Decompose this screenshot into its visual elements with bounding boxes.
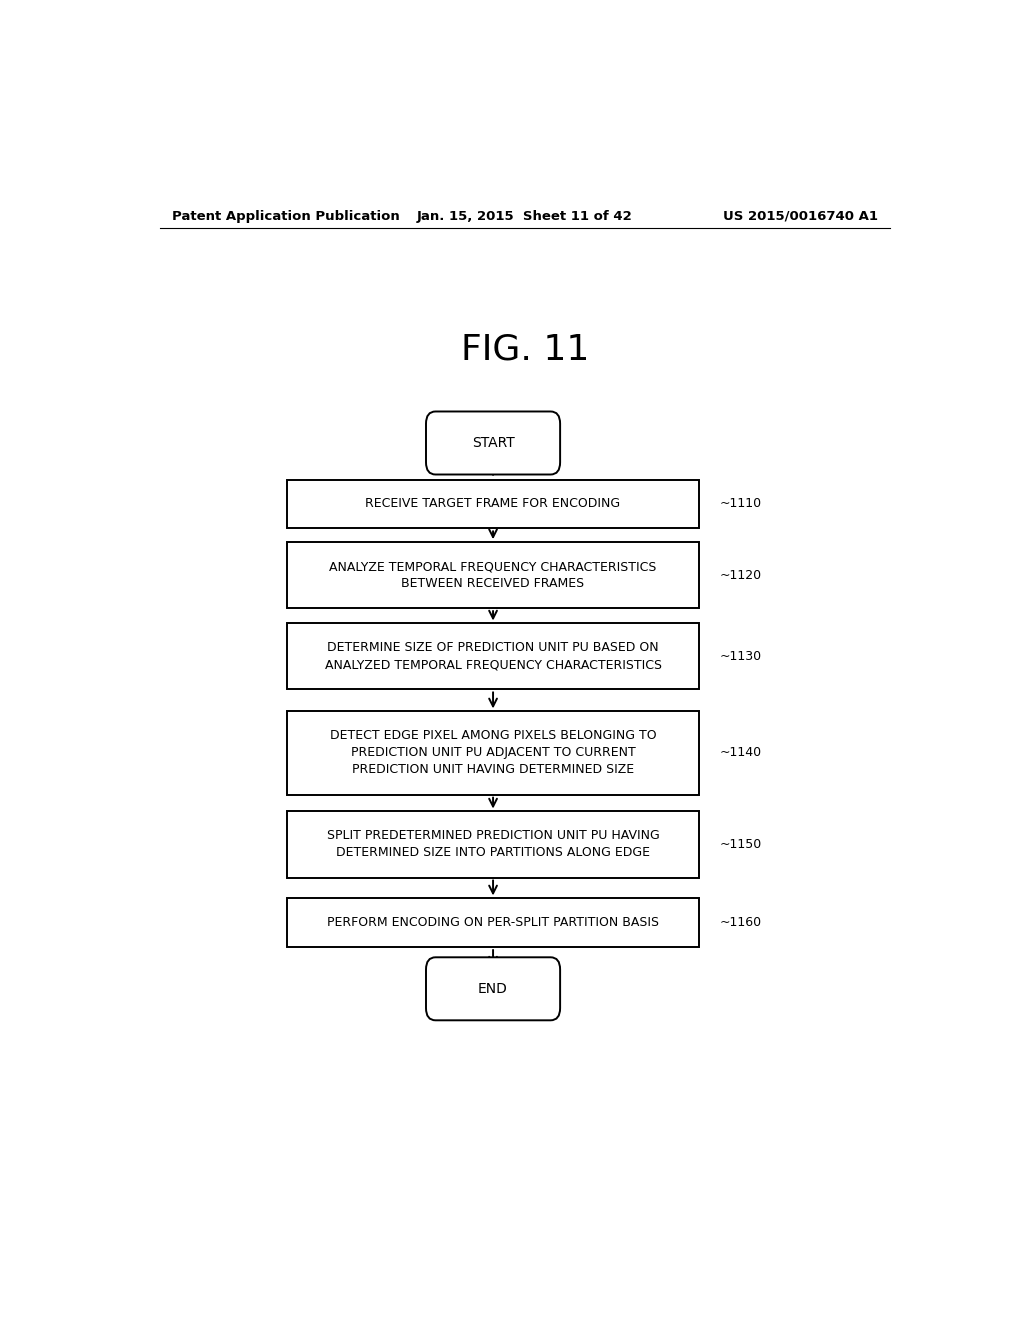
FancyBboxPatch shape [287, 623, 699, 689]
Text: START: START [472, 436, 514, 450]
Text: SPLIT PREDETERMINED PREDICTION UNIT PU HAVING
DETERMINED SIZE INTO PARTITIONS AL: SPLIT PREDETERMINED PREDICTION UNIT PU H… [327, 829, 659, 859]
Text: ANALYZE TEMPORAL FREQUENCY CHARACTERISTICS
BETWEEN RECEIVED FRAMES: ANALYZE TEMPORAL FREQUENCY CHARACTERISTI… [330, 560, 656, 590]
Text: DETECT EDGE PIXEL AMONG PIXELS BELONGING TO
PREDICTION UNIT PU ADJACENT TO CURRE: DETECT EDGE PIXEL AMONG PIXELS BELONGING… [330, 730, 656, 776]
FancyBboxPatch shape [287, 899, 699, 948]
Text: Jan. 15, 2015  Sheet 11 of 42: Jan. 15, 2015 Sheet 11 of 42 [417, 210, 633, 223]
Text: PERFORM ENCODING ON PER-SPLIT PARTITION BASIS: PERFORM ENCODING ON PER-SPLIT PARTITION … [327, 916, 659, 929]
FancyBboxPatch shape [287, 543, 699, 609]
FancyBboxPatch shape [426, 412, 560, 474]
FancyBboxPatch shape [287, 479, 699, 528]
Text: ~1160: ~1160 [719, 916, 762, 929]
Text: DETERMINE SIZE OF PREDICTION UNIT PU BASED ON
ANALYZED TEMPORAL FREQUENCY CHARAC: DETERMINE SIZE OF PREDICTION UNIT PU BAS… [325, 642, 662, 672]
Text: ~1150: ~1150 [719, 838, 762, 851]
Text: END: END [478, 982, 508, 995]
Text: ~1120: ~1120 [719, 569, 762, 582]
Text: ~1110: ~1110 [719, 498, 762, 511]
FancyBboxPatch shape [287, 812, 699, 878]
FancyBboxPatch shape [426, 957, 560, 1020]
Text: FIG. 11: FIG. 11 [461, 333, 589, 367]
Text: Patent Application Publication: Patent Application Publication [172, 210, 399, 223]
FancyBboxPatch shape [287, 711, 699, 795]
Text: ~1130: ~1130 [719, 649, 762, 663]
Text: ~1140: ~1140 [719, 747, 762, 759]
Text: RECEIVE TARGET FRAME FOR ENCODING: RECEIVE TARGET FRAME FOR ENCODING [366, 498, 621, 511]
Text: US 2015/0016740 A1: US 2015/0016740 A1 [723, 210, 878, 223]
